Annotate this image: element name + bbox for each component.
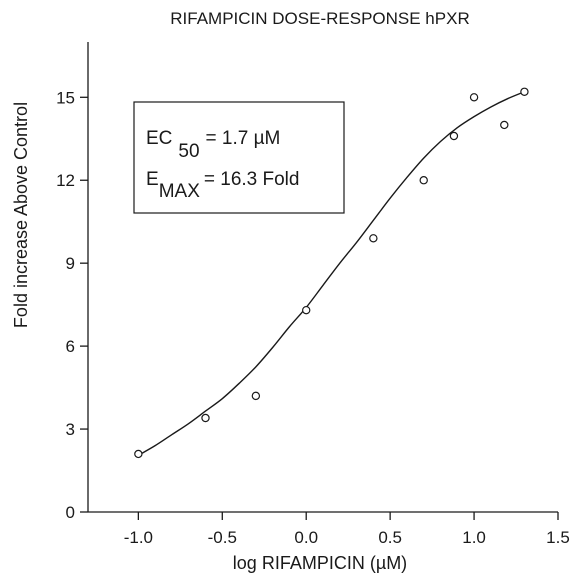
y-tick-label: 15 (56, 88, 75, 107)
ec50-main: EC (146, 128, 172, 149)
annotation-border (133, 101, 345, 214)
y-tick-label: 0 (66, 503, 75, 522)
emax-value: = 16.3 Fold (204, 169, 300, 190)
fit-curve-line (138, 91, 525, 456)
x-tick-label: 0.0 (294, 528, 318, 547)
data-point (469, 93, 479, 102)
x-tick-label: 1.5 (546, 528, 570, 547)
data-point (500, 120, 509, 130)
chart-title: RIFAMPICIN DOSE-RESPONSE hPXR (170, 9, 469, 28)
y-tick-label: 12 (56, 171, 75, 190)
data-point (134, 449, 143, 459)
data-point (251, 391, 261, 401)
x-tick-label: 0.5 (378, 528, 402, 547)
annotation-box: EC 50 = 1.7 µM EMAX= 16.3 Fold (133, 101, 345, 214)
fit-curve-layer (138, 91, 525, 456)
emax-label: EMAX= 16.3 Fold (146, 169, 299, 202)
ec50-subscript: 50 (178, 141, 199, 162)
emax-subscript: MAX (159, 181, 201, 202)
x-ticks: -1.0 -0.5 0.0 0.5 1.0 1.5 (124, 512, 570, 547)
y-axis-title: Fold increase Above Control (11, 102, 31, 328)
data-points-layer (134, 87, 529, 459)
data-point (201, 413, 210, 423)
data-point (449, 131, 459, 141)
y-tick-label: 3 (66, 420, 75, 439)
y-tick-label: 6 (66, 337, 75, 356)
data-point (419, 176, 428, 185)
emax-main: E (146, 169, 159, 190)
x-axis-title: log RIFAMPICIN (µM) (233, 553, 407, 573)
data-point (520, 87, 529, 96)
y-ticks: 0 3 6 9 12 15 (56, 88, 88, 522)
data-point (302, 305, 311, 315)
x-tick-label: -0.5 (208, 528, 237, 547)
ec50-value: = 1.7 µM (206, 128, 281, 149)
x-tick-label: -1.0 (124, 528, 153, 547)
x-tick-label: 1.0 (462, 528, 486, 547)
ec50-label: EC 50 = 1.7 µM (146, 128, 280, 162)
data-point (369, 234, 378, 243)
axes (87, 42, 558, 513)
y-tick-label: 9 (66, 254, 75, 273)
